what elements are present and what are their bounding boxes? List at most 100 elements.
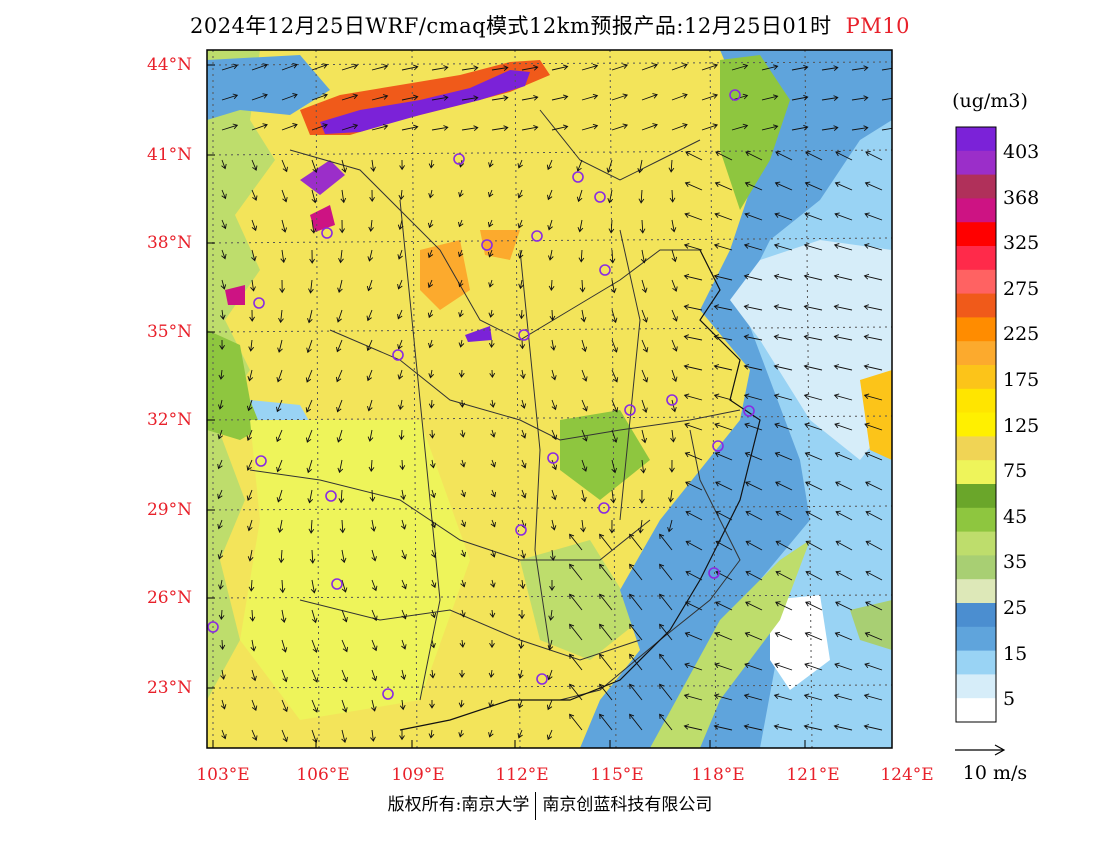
wind-arrow [430, 519, 437, 529]
wind-arrow [221, 249, 227, 260]
colorbar-label: 5 [1003, 688, 1016, 711]
wind-arrow [367, 399, 373, 412]
station-marker [515, 524, 527, 536]
wind-arrow [429, 669, 436, 679]
station-marker [518, 329, 530, 341]
wind-arrow [701, 63, 719, 71]
wind-arrow [489, 369, 496, 379]
colorbar-label: 75 [1003, 460, 1028, 483]
wind-arrow [683, 693, 703, 701]
wind-arrow [713, 724, 733, 731]
wind-arrow [744, 181, 763, 191]
colorbar-swatch [956, 246, 996, 271]
wind-arrow [251, 189, 258, 201]
wind-arrow [546, 699, 553, 711]
wind-arrow [803, 273, 823, 281]
colorbar-swatch [956, 460, 996, 485]
wind-arrow [641, 63, 658, 71]
colorbar-swatch [956, 579, 996, 604]
wind-arrow [611, 123, 629, 131]
wind-arrow [459, 639, 466, 648]
lat-label-32: 32°N [146, 410, 192, 430]
wind-arrow [251, 669, 257, 682]
wind-arrow [428, 729, 435, 739]
wind-arrow [671, 93, 688, 101]
wind-arrow [519, 579, 526, 590]
wind-vectors [217, 63, 892, 744]
wind-arrow [371, 669, 378, 682]
wind-arrow [308, 519, 315, 534]
wind-arrow [744, 422, 763, 431]
wind-arrow [459, 670, 465, 678]
colorbar-label: 35 [1003, 551, 1028, 574]
wind-arrow [339, 219, 345, 234]
wind-arrow [833, 724, 853, 731]
dust-band-core [320, 70, 530, 134]
wind-arrow [460, 459, 466, 468]
wind-arrow [773, 693, 793, 701]
station-marker [536, 673, 548, 685]
wind-arrow [221, 189, 227, 200]
wind-arrow [834, 181, 853, 191]
wind-arrow [281, 159, 288, 173]
wind-arrow [458, 309, 464, 318]
wind-arrow [641, 369, 649, 383]
wind-arrow [659, 623, 673, 641]
wind-arrow [371, 639, 378, 652]
wind-arrow [275, 429, 283, 443]
wind-arrow [400, 489, 406, 501]
dust-patch-3 [225, 285, 245, 305]
colorbar-swatch [956, 222, 996, 247]
wind-arrow [311, 159, 318, 173]
wind-arrow [399, 159, 405, 171]
wind-arrow [714, 631, 733, 641]
wind-arrow [773, 724, 793, 731]
wind-arrow [834, 212, 853, 221]
wind-arrow [251, 249, 257, 262]
wind-arrow [221, 729, 227, 740]
taiwan-white [770, 595, 830, 690]
wind-arrow [281, 669, 288, 683]
wind-arrow [863, 273, 883, 281]
wind-arrow [458, 699, 465, 708]
wind-arrow [671, 123, 688, 131]
wind-arrow [248, 339, 255, 352]
wind-arrow [641, 309, 648, 323]
wind-arrow [489, 609, 496, 619]
wind-arrow [671, 399, 677, 413]
wind-arrow [519, 610, 525, 620]
wind-arrow [803, 304, 823, 311]
colorbar-swatch [956, 531, 996, 556]
wind-arrow [745, 481, 763, 491]
wind-arrow [671, 339, 678, 352]
wind-arrow [714, 212, 733, 221]
wind-arrow [339, 519, 346, 534]
wind-arrow [399, 459, 406, 471]
wind-arrow [281, 189, 288, 203]
wind-arrow [659, 683, 673, 701]
wind-arrow [715, 151, 733, 161]
wind-arrow [461, 125, 479, 132]
wind-arrow [701, 93, 719, 101]
wind-arrow [518, 309, 525, 320]
wind-arrow [370, 519, 377, 532]
wind-arrow [547, 639, 554, 651]
wind-arrow [279, 279, 285, 294]
wind-arrow [863, 304, 883, 311]
wind-arrow [577, 219, 584, 233]
wind-arrow [429, 700, 435, 709]
station-marker [712, 440, 724, 452]
colorbar-swatch [956, 412, 996, 437]
wind-arrow [311, 93, 328, 101]
wind-arrow [684, 422, 703, 431]
wind-arrow [640, 249, 647, 264]
wind-arrow [217, 399, 224, 410]
wind-arrow [247, 519, 253, 532]
wind-arrow [491, 95, 509, 101]
wind-arrow [247, 549, 254, 562]
wind-arrow [775, 540, 793, 551]
province-borders [249, 109, 741, 701]
colorbar-unit: (ug/m3) [952, 90, 1028, 112]
wind-arrow [804, 631, 823, 641]
lat-label-23: 23°N [146, 678, 192, 698]
